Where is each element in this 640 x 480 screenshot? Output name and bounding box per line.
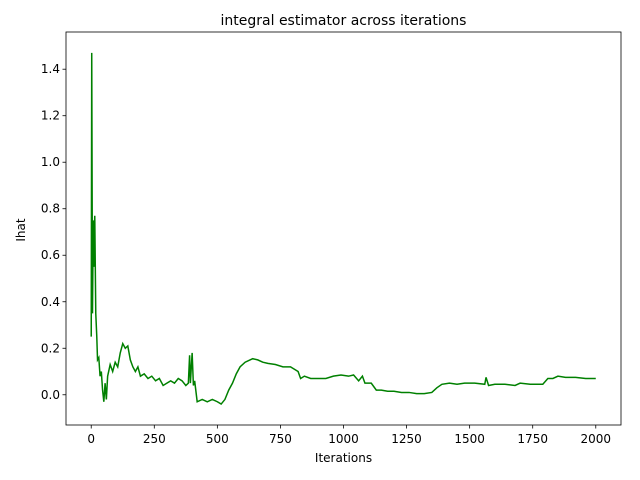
line-series	[90, 52, 596, 406]
x-tick-label: 2000	[580, 432, 611, 446]
x-tick-label: 750	[269, 432, 292, 446]
x-tick-label: 1000	[328, 432, 359, 446]
y-axis-label: Ihat	[14, 218, 28, 241]
x-tick-label: 1500	[454, 432, 485, 446]
y-tick-label: 0.4	[41, 295, 60, 309]
x-tick-label: 1750	[517, 432, 548, 446]
y-tick-label: 0.2	[41, 341, 60, 355]
x-tick-label: 500	[206, 432, 229, 446]
y-tick-label: 1.0	[41, 155, 60, 169]
x-axis-label: Iterations	[315, 451, 372, 465]
x-tick-label: 250	[143, 432, 166, 446]
x-tick-label: 0	[87, 432, 95, 446]
x-tick-label: 1250	[391, 432, 422, 446]
y-tick-label: 0.6	[41, 248, 60, 262]
y-tick-label: 0.0	[41, 388, 60, 402]
y-tick-label: 1.4	[41, 62, 60, 76]
y-tick-label: 0.8	[41, 202, 60, 216]
y-tick-label: 1.2	[41, 109, 60, 123]
chart-title: integral estimator across iterations	[221, 13, 467, 29]
plot-frame	[65, 31, 622, 426]
